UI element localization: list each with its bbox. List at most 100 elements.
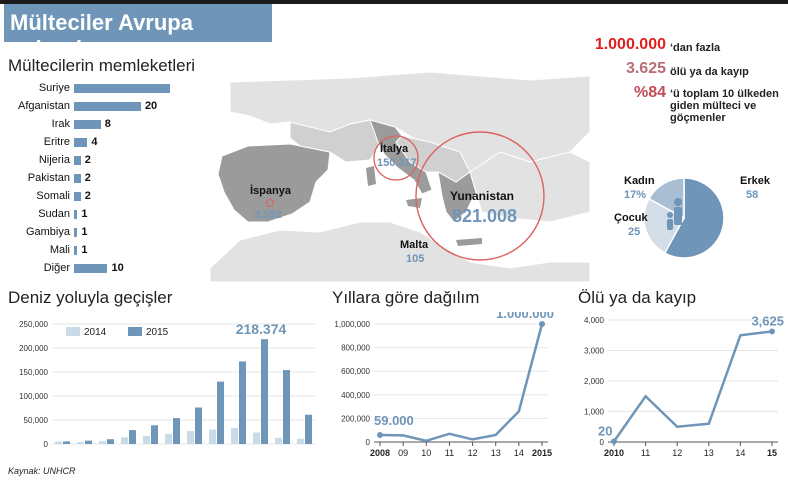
origin-bar bbox=[74, 246, 78, 255]
stat-total-number: 1.000.000 bbox=[594, 36, 666, 53]
y-tick-label: 0 bbox=[600, 438, 605, 447]
origin-category-label: Suriye bbox=[38, 82, 70, 94]
map-land-greece bbox=[437, 171, 477, 223]
y-tick-label: 2,000 bbox=[584, 377, 605, 386]
deaths-line-chart: 0 1,000 2,000 3,000 4,000 2010 11 12 13 14 15 20 3,6… bbox=[584, 313, 784, 458]
stat-percent-text: ‘ü toplam 10 ülkeden giden mülteci ve gö… bbox=[670, 88, 779, 124]
page-title: Mülteciler Avrupa yolunda bbox=[4, 4, 272, 61]
origin-value-label: 4 bbox=[91, 136, 98, 148]
sea-bar-2014 bbox=[209, 429, 216, 444]
origin-category-label: Nijeria bbox=[38, 154, 70, 166]
sea-crossings-title: Deniz yoluyla geçişler bbox=[8, 288, 173, 307]
map-land-sardinia bbox=[366, 166, 376, 186]
pie-label-erkek: Erkek bbox=[740, 175, 770, 187]
malta-value: 105 bbox=[406, 253, 424, 265]
map-land-turkey bbox=[469, 151, 590, 223]
origin-category-label: Eritre bbox=[43, 136, 70, 148]
sea-bar-2014 bbox=[99, 441, 106, 444]
x-tick-label: 11 bbox=[641, 448, 650, 458]
y-tick-label: 50,000 bbox=[24, 416, 49, 425]
sea-peak-annotation: 218.374 bbox=[236, 321, 287, 337]
y-tick-label: 200,000 bbox=[341, 414, 370, 423]
y-tick-label: 200,000 bbox=[19, 344, 48, 353]
y-tick-label: 1,000 bbox=[584, 408, 605, 417]
greece-value: 821.008 bbox=[452, 206, 517, 226]
origin-value-label: 1 bbox=[81, 208, 88, 220]
origin-category-label: Afganistan bbox=[18, 100, 70, 112]
origin-bar bbox=[74, 84, 238, 93]
first-point bbox=[611, 438, 617, 445]
x-tick-label: 15 bbox=[767, 448, 777, 458]
origin-value-label: 8 bbox=[104, 118, 111, 130]
sea-crossings-chart: 0 50,000 100,000 150,000 200,000 250,000 2014 2… bbox=[19, 320, 316, 449]
last-value-annotation: 1.000.000 bbox=[496, 312, 554, 321]
x-tick-label: 13 bbox=[491, 448, 501, 458]
greece-marker bbox=[415, 131, 545, 261]
sea-bar-2015 bbox=[129, 430, 136, 444]
sea-bar-2014 bbox=[165, 433, 172, 444]
sea-bar-2014 bbox=[143, 435, 150, 444]
sea-bar-2015 bbox=[195, 407, 202, 444]
origin-value-label: 2 bbox=[84, 172, 91, 184]
pie-value-cocuk: 25 bbox=[628, 226, 641, 238]
stat-percent-number: %84 bbox=[633, 84, 666, 101]
y-tick-label: 0 bbox=[366, 438, 371, 447]
x-tick-label: 2015 bbox=[532, 448, 552, 458]
x-tick-label: 12 bbox=[672, 448, 682, 458]
x-tick-label: 11 bbox=[445, 448, 454, 458]
pie-value-erkek: 58 bbox=[746, 189, 759, 201]
sea-bar-2015 bbox=[107, 439, 114, 444]
x-tick-label: 12 bbox=[468, 448, 478, 458]
series-line bbox=[612, 330, 773, 443]
map-land-crete bbox=[456, 238, 482, 246]
origin-bar bbox=[74, 210, 78, 219]
origin-value-label: 2 bbox=[84, 154, 91, 166]
origin-bar bbox=[74, 138, 88, 147]
origin-chart-title: Mültecilerin memleketleri bbox=[8, 56, 196, 75]
legend-label-2015: 2015 bbox=[146, 327, 169, 338]
map-land-iberia bbox=[217, 143, 331, 223]
map-land-africa bbox=[209, 221, 590, 282]
family-icon bbox=[667, 198, 696, 230]
stat-total-text: ‘dan fazla bbox=[670, 42, 721, 54]
x-tick-label: 10 bbox=[421, 448, 431, 458]
source-note: Kaynak: UNHCR bbox=[8, 466, 76, 476]
y-tick-label: 250,000 bbox=[19, 320, 48, 329]
y-tick-label: 600,000 bbox=[341, 367, 370, 376]
origin-category-label: Irak bbox=[51, 118, 70, 130]
y-tick-label: 0 bbox=[44, 440, 49, 449]
last-value-annotation: 3,625 bbox=[751, 313, 784, 328]
first-value-annotation: 20 bbox=[598, 423, 612, 438]
sea-bar-2014 bbox=[77, 442, 84, 444]
origin-value-label: 2 bbox=[84, 190, 91, 202]
x-tick-label: 13 bbox=[704, 448, 714, 458]
origin-bar bbox=[74, 192, 81, 201]
sea-bar-2014 bbox=[55, 441, 62, 444]
europe-map: İtalya 150.317 İspanya 3.592 Yunanistan … bbox=[170, 72, 590, 282]
sea-bar-2015 bbox=[217, 381, 224, 444]
x-tick-label: 14 bbox=[735, 448, 745, 458]
y-tick-label: 150,000 bbox=[19, 368, 48, 377]
stat-dead-number: 3.625 bbox=[625, 60, 666, 77]
greece-label: Yunanistan bbox=[450, 189, 514, 203]
sea-bar-2014 bbox=[253, 432, 260, 444]
italy-value: 150.317 bbox=[377, 157, 417, 169]
pie-label-kadin: Kadın bbox=[624, 175, 655, 187]
sea-bar-2015 bbox=[173, 418, 180, 444]
y-tick-label: 3,000 bbox=[584, 347, 605, 356]
origin-category-label: Diğer bbox=[43, 262, 70, 274]
sea-bar-2015 bbox=[63, 441, 70, 444]
yearly-line-chart: 0 200,000 400,000 600,000 800,000 1,000,000 20… bbox=[334, 312, 554, 458]
y-tick-label: 800,000 bbox=[341, 344, 370, 353]
sea-bar-2014 bbox=[231, 428, 238, 444]
stat-dead-text: ölü ya da kayıp bbox=[670, 66, 749, 78]
y-tick-label: 1,000,000 bbox=[334, 320, 370, 329]
x-tick-label: 2008 bbox=[370, 448, 390, 458]
sea-bar-2015 bbox=[151, 425, 158, 444]
origin-bar bbox=[74, 228, 78, 237]
top-rule bbox=[0, 0, 788, 4]
y-tick-label: 100,000 bbox=[19, 392, 48, 401]
spain-label: İspanya bbox=[250, 184, 292, 197]
pie-label-cocuk: Çocuk bbox=[614, 212, 648, 224]
y-tick-label: 400,000 bbox=[341, 391, 370, 400]
